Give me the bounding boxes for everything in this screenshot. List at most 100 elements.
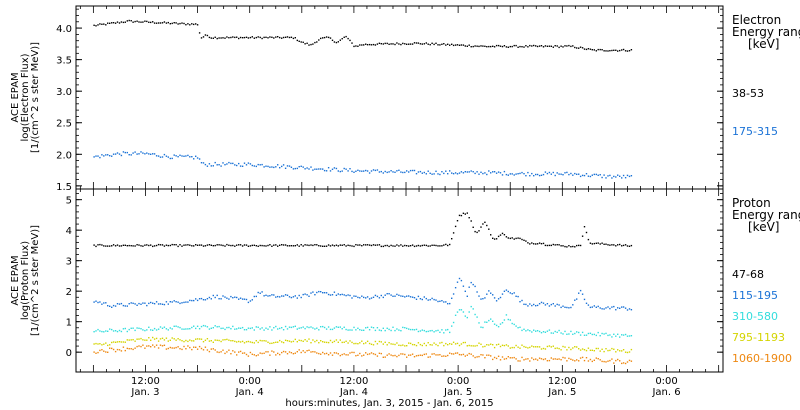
data-point — [531, 304, 533, 307]
data-point — [345, 168, 347, 170]
data-point — [492, 294, 494, 296]
data-point — [564, 357, 566, 359]
data-point — [574, 332, 576, 335]
x-axis-title: hours:minutes, Jan. 3, 2015 - Jan. 6, 20… — [285, 398, 493, 409]
data-point — [456, 173, 459, 175]
data-point — [238, 162, 240, 165]
data-point — [556, 358, 558, 360]
data-point — [193, 23, 195, 26]
data-point — [281, 295, 283, 297]
data-point — [286, 340, 289, 342]
data-point — [611, 244, 613, 246]
data-point — [200, 244, 203, 246]
data-point — [484, 172, 486, 174]
data-point — [546, 345, 549, 348]
data-point — [101, 303, 103, 305]
data-point — [116, 152, 119, 154]
data-point — [370, 343, 373, 345]
data-point — [398, 245, 400, 247]
data-point — [488, 344, 490, 346]
data-point — [212, 348, 214, 350]
data-point — [357, 343, 359, 345]
data-point — [306, 350, 308, 352]
data-point — [165, 22, 168, 24]
data-point — [630, 335, 633, 337]
data-point — [189, 328, 191, 330]
data-point — [566, 349, 568, 351]
data-point — [339, 326, 341, 328]
y-axis-label: ACE EPAM — [10, 255, 21, 305]
data-point — [503, 45, 506, 47]
data-point — [558, 46, 560, 49]
data-point — [402, 326, 404, 329]
data-point — [374, 169, 377, 172]
data-point — [419, 298, 422, 300]
data-point — [292, 353, 295, 355]
data-point — [300, 165, 302, 167]
data-point — [613, 333, 615, 335]
data-point — [462, 172, 465, 174]
data-point — [138, 345, 140, 347]
data-point — [243, 298, 246, 300]
data-point — [214, 325, 216, 327]
data-point — [562, 333, 564, 335]
data-point — [325, 292, 328, 294]
data-point — [476, 316, 478, 318]
data-point — [169, 244, 171, 247]
data-point — [355, 355, 357, 357]
data-point — [540, 358, 543, 360]
data-point — [568, 346, 570, 349]
data-point — [316, 352, 318, 354]
data-point — [603, 308, 605, 310]
data-point — [177, 346, 179, 348]
data-point — [589, 242, 592, 244]
data-point — [224, 164, 226, 166]
data-point — [120, 245, 123, 247]
data-point — [146, 152, 148, 154]
data-point — [521, 344, 523, 346]
data-point — [466, 345, 468, 347]
data-point — [480, 298, 482, 300]
data-point — [112, 22, 115, 24]
data-point — [484, 297, 486, 299]
data-point — [617, 358, 619, 361]
data-point — [484, 357, 486, 359]
data-point — [484, 45, 486, 47]
x-tick-date: Jan. 5 — [443, 387, 472, 398]
data-point — [146, 345, 148, 347]
data-point — [259, 352, 261, 354]
data-point — [179, 22, 181, 25]
data-point — [99, 330, 101, 332]
data-point — [540, 301, 543, 304]
data-point — [126, 330, 128, 333]
data-point — [380, 341, 382, 343]
data-point — [529, 44, 531, 47]
data-point — [109, 155, 111, 157]
data-point — [243, 162, 246, 164]
data-point — [273, 342, 275, 344]
data-point — [585, 302, 588, 304]
data-point — [626, 245, 629, 247]
data-point — [333, 340, 336, 343]
data-point — [613, 348, 615, 350]
data-point — [579, 175, 582, 178]
data-point — [472, 283, 474, 286]
data-point — [112, 304, 115, 307]
data-point — [239, 165, 242, 167]
data-point — [355, 295, 357, 297]
data-point — [392, 245, 394, 247]
data-point — [615, 49, 617, 51]
data-point — [579, 289, 582, 292]
data-point — [415, 328, 418, 331]
data-point — [452, 341, 455, 343]
data-point — [171, 347, 173, 349]
data-point — [497, 326, 500, 328]
data-point — [585, 48, 588, 51]
data-point — [521, 238, 523, 241]
data-point — [417, 42, 420, 44]
data-point — [402, 295, 404, 297]
data-point — [630, 49, 633, 51]
data-point — [93, 301, 95, 303]
data-point — [187, 301, 189, 303]
data-point — [331, 168, 334, 170]
